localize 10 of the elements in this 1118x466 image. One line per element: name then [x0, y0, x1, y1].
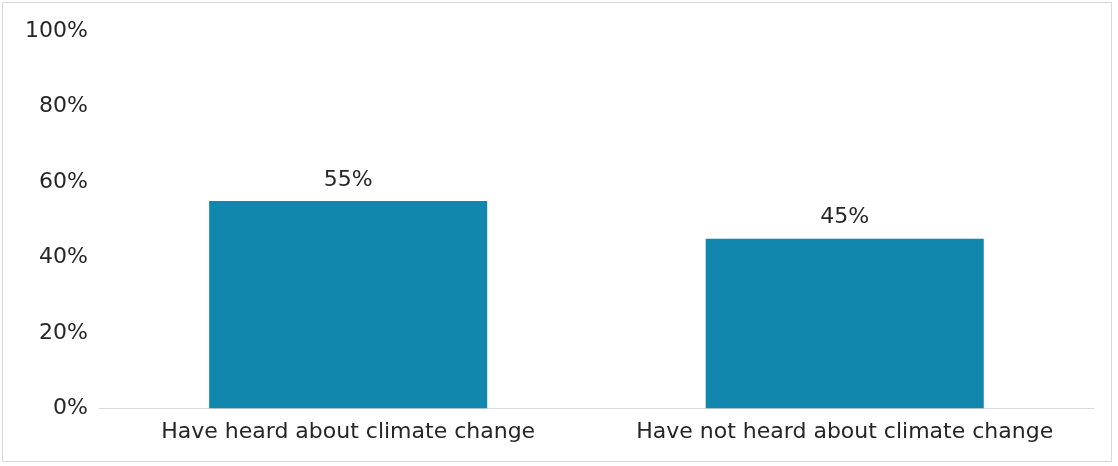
y-tick-label: 0% — [52, 394, 88, 420]
y-tick-label: 100% — [24, 16, 88, 42]
y-tick-label: 60% — [38, 167, 88, 193]
data-label: 55% — [323, 165, 373, 191]
x-tick-label: Have heard about climate change — [161, 417, 536, 443]
data-label: 45% — [820, 203, 870, 229]
y-tick-label: 80% — [38, 92, 88, 118]
y-tick-label: 40% — [38, 243, 88, 269]
x-tick-label: Have not heard about climate change — [636, 417, 1054, 443]
y-tick-label: 20% — [38, 318, 88, 344]
